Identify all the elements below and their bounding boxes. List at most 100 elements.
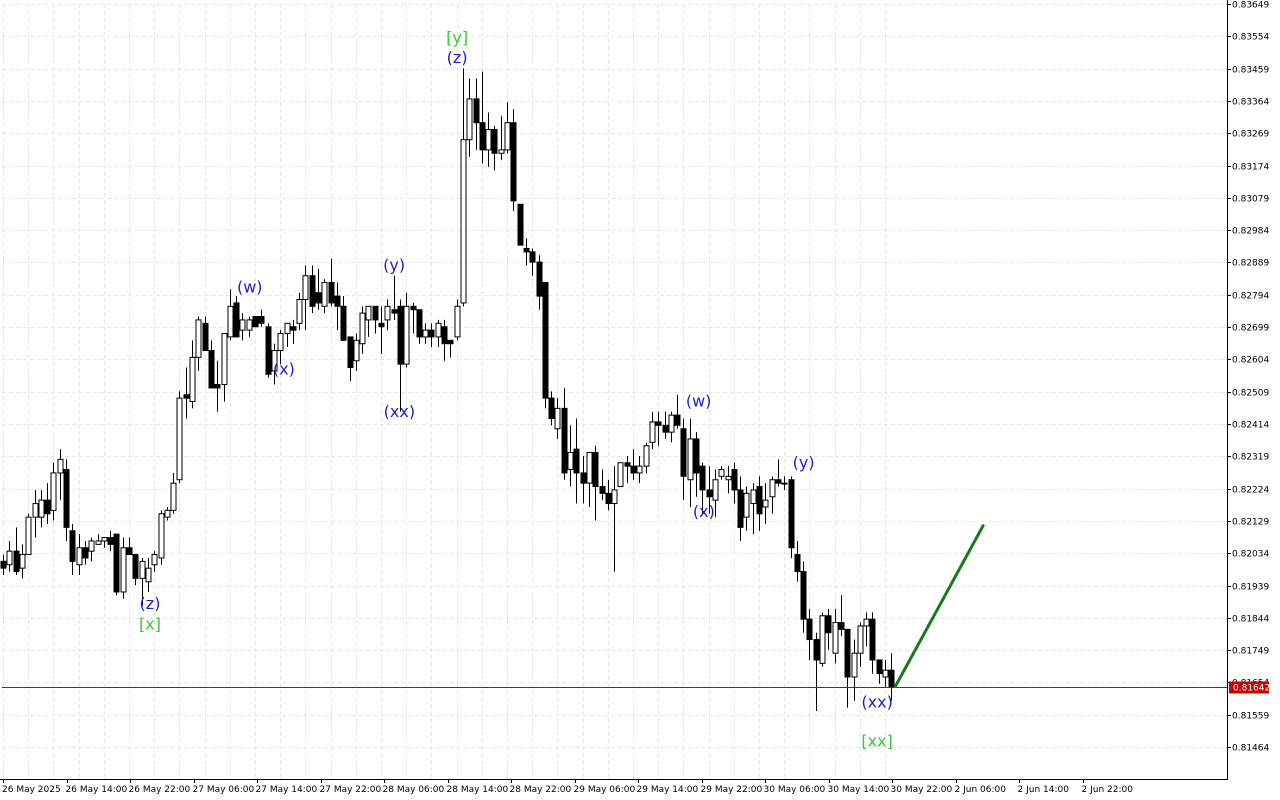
candle-body — [775, 479, 782, 484]
candle-body — [554, 407, 561, 430]
candle-body — [504, 122, 511, 151]
candle — [13, 527, 20, 575]
wave-label: (w) — [686, 392, 712, 411]
candle — [769, 476, 776, 514]
candle-body — [227, 305, 234, 338]
candle-body — [271, 350, 278, 372]
candle-body — [794, 554, 801, 573]
candle-body — [151, 554, 158, 566]
candle-body — [800, 571, 807, 620]
candle — [662, 411, 669, 439]
candle-body — [617, 462, 624, 488]
candle — [365, 305, 372, 337]
candle — [428, 323, 435, 348]
current-price-tag — [1229, 681, 1269, 694]
candle — [227, 289, 234, 341]
candle — [76, 534, 83, 575]
candle-body — [132, 554, 139, 579]
candle — [851, 639, 858, 701]
y-tick-label: 0.82889 — [1232, 259, 1269, 269]
candle — [441, 319, 448, 361]
candle-body — [706, 489, 713, 498]
candle — [668, 411, 675, 443]
candle — [876, 659, 883, 684]
y-tick-label: 0.83079 — [1232, 195, 1269, 205]
x-axis[interactable]: 26 May 2025 26 May 14:00 26 May 22:00 27 Ma… — [0, 779, 1228, 795]
wave-label: (z) — [447, 48, 468, 67]
candle — [693, 432, 700, 497]
x-tick-label: 2 Jun 14:00 — [1018, 785, 1070, 795]
candle-body — [38, 499, 45, 518]
candle — [473, 78, 480, 150]
candle-body — [851, 652, 858, 678]
candle — [120, 537, 127, 599]
candle — [882, 659, 889, 688]
candle — [510, 109, 517, 212]
candle — [542, 282, 549, 409]
candle-body — [561, 407, 568, 474]
candle-body — [57, 458, 64, 474]
candle — [50, 462, 57, 521]
candle-body — [454, 305, 461, 338]
candle-body — [731, 469, 738, 491]
x-tick-label: 27 May 14:00 — [256, 785, 318, 795]
candle-body — [391, 309, 398, 314]
candle — [416, 309, 423, 344]
candle — [844, 628, 851, 708]
candle — [554, 398, 561, 439]
candle — [680, 418, 687, 501]
candle-body — [485, 128, 492, 151]
candle — [145, 557, 152, 592]
candle-body — [712, 479, 719, 501]
candle-body — [643, 445, 650, 467]
candle — [284, 322, 291, 348]
candle — [485, 112, 492, 167]
candle-body — [737, 489, 744, 528]
candle-body — [435, 322, 442, 338]
candle-body — [378, 322, 385, 328]
x-tick-label: 26 May 22:00 — [129, 785, 191, 795]
candle-body — [195, 319, 202, 358]
candle-body — [586, 452, 593, 484]
wave-labels: (z)[x](w)(x)(y)(xx)[y](z)(w)(x)(y)(xx)[x… — [139, 28, 893, 751]
wave-label: (w) — [237, 278, 263, 297]
candle-body — [447, 339, 454, 345]
candle — [536, 255, 543, 310]
candle-body — [183, 394, 190, 399]
candle — [95, 534, 102, 545]
candle — [567, 425, 574, 487]
x-tick-label: 27 May 22:00 — [320, 785, 382, 795]
candle-body — [750, 489, 757, 505]
candle-body — [876, 659, 883, 675]
candle — [674, 394, 681, 429]
candle — [605, 479, 612, 511]
y-tick-label: 0.83269 — [1232, 130, 1269, 140]
candle-body — [567, 452, 574, 471]
candle-body — [139, 560, 146, 579]
candle — [32, 489, 39, 538]
candle — [378, 306, 385, 354]
candle — [384, 299, 391, 331]
y-tick-label: 0.81559 — [1232, 712, 1269, 722]
y-axis[interactable]: 0.83649 0.83554 0.83459 0.83364 0.83269 0.831… — [1227, 0, 1270, 779]
candle-body — [479, 122, 486, 151]
candle-body — [25, 516, 32, 556]
candle — [737, 476, 744, 541]
candle — [221, 333, 228, 402]
candle — [756, 476, 763, 531]
candle-body — [13, 550, 20, 573]
wave-label: (z) — [140, 594, 161, 613]
candle-body — [649, 421, 656, 443]
candle — [265, 323, 272, 378]
candle-body — [410, 305, 417, 311]
candle — [699, 462, 706, 514]
candle — [813, 632, 820, 711]
candle-body — [176, 397, 183, 481]
candle — [132, 554, 139, 586]
y-tick-label: 0.82319 — [1232, 453, 1269, 463]
candle-body — [869, 618, 876, 661]
candle — [655, 411, 662, 446]
candle — [825, 608, 832, 650]
candle — [315, 268, 322, 310]
